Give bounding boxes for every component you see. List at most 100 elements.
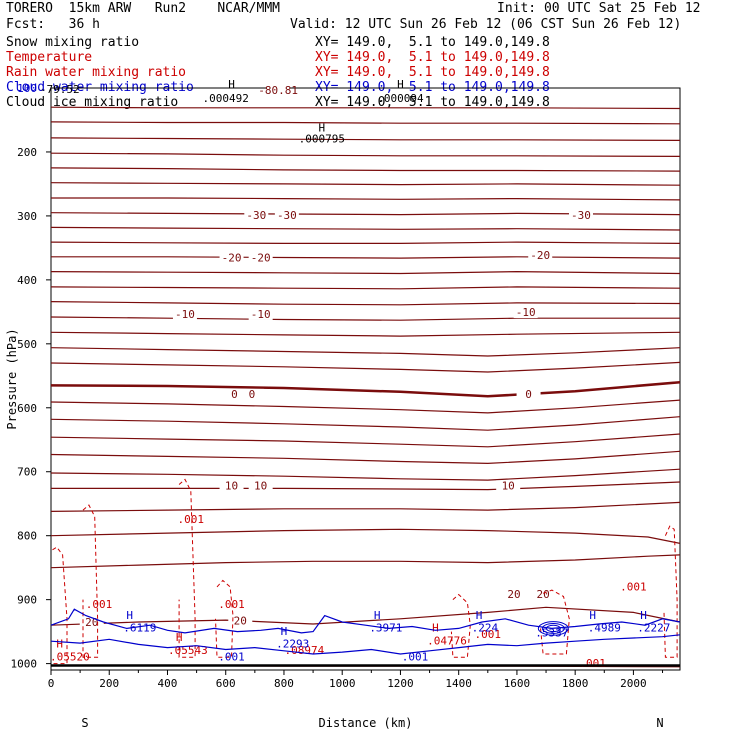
x-tick-label: 200 — [99, 677, 119, 690]
isotherm-label: -20 — [530, 249, 550, 262]
rain-water-label: .001 — [178, 513, 205, 526]
ice-label: .000492 — [203, 92, 249, 105]
isotherm-line — [51, 256, 681, 259]
isotherm-label: 0 — [525, 388, 532, 401]
isotherm-label: -20 — [222, 252, 242, 265]
isotherm-label-bg — [516, 388, 541, 400]
isotherm-line — [50, 121, 681, 125]
isotherm-label-bg — [219, 480, 244, 492]
cloud-water-label: .001 — [402, 650, 429, 663]
isotherm-line — [51, 481, 681, 491]
isotherm-label: -10 — [175, 308, 195, 321]
isotherm-label: 10 — [225, 479, 238, 492]
isotherm-line — [50, 270, 681, 275]
isotherm-line — [50, 316, 680, 321]
y-tick-label: 800 — [17, 530, 37, 543]
isotherm-line — [50, 212, 681, 216]
isotherm-line — [50, 433, 681, 448]
ice-label: H — [228, 78, 235, 91]
rain-water-label: .001 — [579, 657, 606, 670]
y-tick-label: 400 — [17, 274, 37, 287]
init-time: Init: 00 UTC Sat 25 Feb 12 — [497, 1, 701, 16]
rain-water-label: H — [432, 622, 439, 635]
legend-xy: XY= 149.0, 5.1 to 149.0,149.8 — [315, 50, 550, 65]
isotherm-label: 0 — [231, 388, 238, 401]
isotherm-line — [50, 241, 681, 244]
rain-water-contour — [539, 589, 570, 655]
x-axis-title: Distance (km) — [319, 716, 413, 730]
cloud-water-label: .3971 — [369, 622, 402, 635]
rain-water-contour — [215, 579, 234, 658]
isotherm-line — [50, 226, 681, 231]
forecast-hour: Fcst: 36 h — [6, 17, 100, 32]
rain-water-label: .001 — [475, 628, 502, 641]
cloud-water-label: .6119 — [123, 622, 156, 635]
isotherm-label-bg — [248, 308, 273, 320]
rain-water-label: .001 — [86, 598, 113, 611]
legend-label: Rain water mixing ratio — [6, 65, 187, 80]
isotherm-line — [50, 380, 681, 398]
ice-label: -79.52 — [40, 83, 80, 96]
legend-label: Cloud ice mixing ratio — [6, 95, 179, 110]
isotherm-line — [50, 106, 681, 110]
isotherm-line — [50, 554, 681, 569]
isotherm-label-bg — [79, 617, 104, 629]
cloud-water-label: H — [589, 609, 596, 622]
cloud-water-contour — [50, 634, 681, 655]
isotherm-line — [50, 528, 681, 544]
south-endpoint-label: S — [81, 716, 88, 730]
y-tick-label-top: 100 — [17, 82, 37, 95]
isotherm-line — [51, 197, 681, 201]
x-tick-label: 1200 — [387, 677, 414, 690]
isotherm-label: 0 — [249, 388, 256, 401]
x-tick-label: 1000 — [329, 677, 356, 690]
y-tick-label: 700 — [17, 466, 37, 479]
isotherm-label-bg — [513, 307, 538, 319]
x-tick-label: 800 — [274, 677, 294, 690]
isotherm-label-bg — [496, 480, 521, 492]
legend-xy: XY= 149.0, 5.1 to 149.0,149.8 — [315, 95, 550, 110]
ice-label: H — [319, 121, 326, 134]
isotherm-label: -30 — [246, 209, 266, 222]
x-tick-label: 1400 — [445, 677, 472, 690]
x-tick-label: 400 — [158, 677, 178, 690]
isotherm-line — [50, 152, 681, 157]
x-tick-label: 600 — [216, 677, 236, 690]
isotherm-line — [50, 301, 681, 306]
isotherm-line — [50, 361, 681, 373]
cloud-water-label: .4989 — [588, 622, 621, 635]
isotherm-label-bg — [502, 589, 527, 601]
cloud-water-contour — [50, 608, 681, 634]
valid-time: Valid: 12 UTC Sun 26 Feb 12 (06 CST Sun … — [290, 17, 682, 32]
isotherm-label-bg — [228, 615, 253, 627]
rain-water-contour — [663, 525, 678, 658]
isotherm-line — [50, 450, 681, 465]
rain-water-label: .001 — [218, 598, 245, 611]
isotherm-label: -20 — [251, 252, 271, 265]
ice-label: .000094 — [377, 92, 424, 105]
rain-water-label: .05520 — [50, 650, 90, 663]
isotherm-line — [50, 137, 681, 141]
cloud-water-label: .001 — [218, 650, 245, 663]
isotherm-line — [50, 331, 681, 337]
isotherm-label-bg — [266, 85, 291, 97]
cloud-water-label: H — [126, 609, 133, 622]
cloud-water-label: H — [374, 609, 381, 622]
isotherm-line — [50, 167, 681, 172]
isotherm-label-bg — [219, 252, 244, 264]
isotherm-line — [50, 606, 681, 626]
x-tick-label: 0 — [48, 677, 55, 690]
isotherm-label-bg — [222, 388, 247, 400]
isotherm-label: -10 — [251, 308, 271, 321]
ice-label: H — [397, 78, 404, 91]
rain-water-label: H — [176, 631, 183, 644]
x-tick-label: 1600 — [504, 677, 531, 690]
cloud-water-label: .5337 — [535, 627, 568, 640]
isotherm-line — [50, 182, 681, 186]
isotherm-label-bg — [239, 388, 264, 400]
isotherm-label: 10 — [502, 479, 515, 492]
cloud-water-cell — [537, 621, 569, 636]
isotherm-label-bg — [172, 308, 197, 320]
cloud-water-cell — [545, 624, 561, 633]
